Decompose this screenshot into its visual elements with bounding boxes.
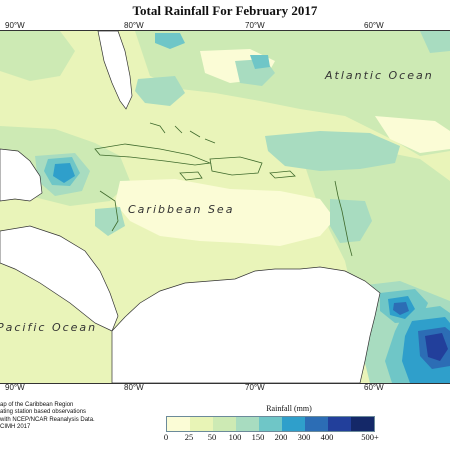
longitude-label-top: 80°W [124,21,144,30]
longitude-label-bottom: 80°W [124,383,144,392]
legend-tick-label: 200 [274,432,288,442]
longitude-label-top: 90°W [5,21,25,30]
legend-swatch [236,417,259,431]
longitude-label-top: 60°W [364,21,384,30]
legend-swatch [351,417,374,431]
longitude-label-bottom: 90°W [5,383,25,392]
legend-swatch [328,417,351,431]
legend-tick-label: 300 [297,432,311,442]
map-caption: ap of the Caribbean Region ating station… [0,402,150,431]
legend-swatch [213,417,236,431]
legend-tick-label: 25 [184,432,194,442]
rainfall-zone-400-500 [425,333,448,361]
legend-swatch [259,417,282,431]
caption-line: ap of the Caribbean Region [0,402,74,408]
legend-tick-label: 500+ [361,432,379,442]
longitude-label-bottom: 60°W [364,383,384,392]
caption-line: with NCEP/NCAR Reanalysis Data. [0,416,95,423]
legend-swatch [305,417,328,431]
caribbean-sea-label: Caribbean Sea [128,203,235,216]
caption-line: CIMH 2017 [0,423,31,430]
legend-ticks: 0 25 50 100 150 200 300 400 500+ [163,432,412,444]
legend-swatch [282,417,305,431]
legend-tick-label: 100 [228,432,242,442]
pacific-ocean-label: Pacific Ocean [0,321,98,334]
map-title: Total Rainfall For February 2017 [132,3,318,18]
island-coastlines [94,122,353,257]
legend-swatch [167,417,190,431]
land-masses-no-data [0,31,381,383]
legend-tick-label: 400 [320,432,334,442]
legend-tick-label: 0 [163,432,169,442]
legend-color-bar [166,416,375,432]
legend-tick-label: 50 [207,432,217,442]
legend-tick-label: 150 [251,432,265,442]
legend-title: Rainfall (mm) [266,404,312,413]
legend-swatch [190,417,213,431]
caption-line: ating station based observations [0,409,87,416]
longitude-label-top: 70°W [245,21,265,30]
rainfall-map: Atlantic Ocean Caribbean Sea Pacific Oce… [0,30,450,384]
rainfall-map-canvas [0,31,450,383]
longitude-label-bottom: 70°W [245,383,265,392]
atlantic-ocean-label: Atlantic Ocean [325,69,434,82]
